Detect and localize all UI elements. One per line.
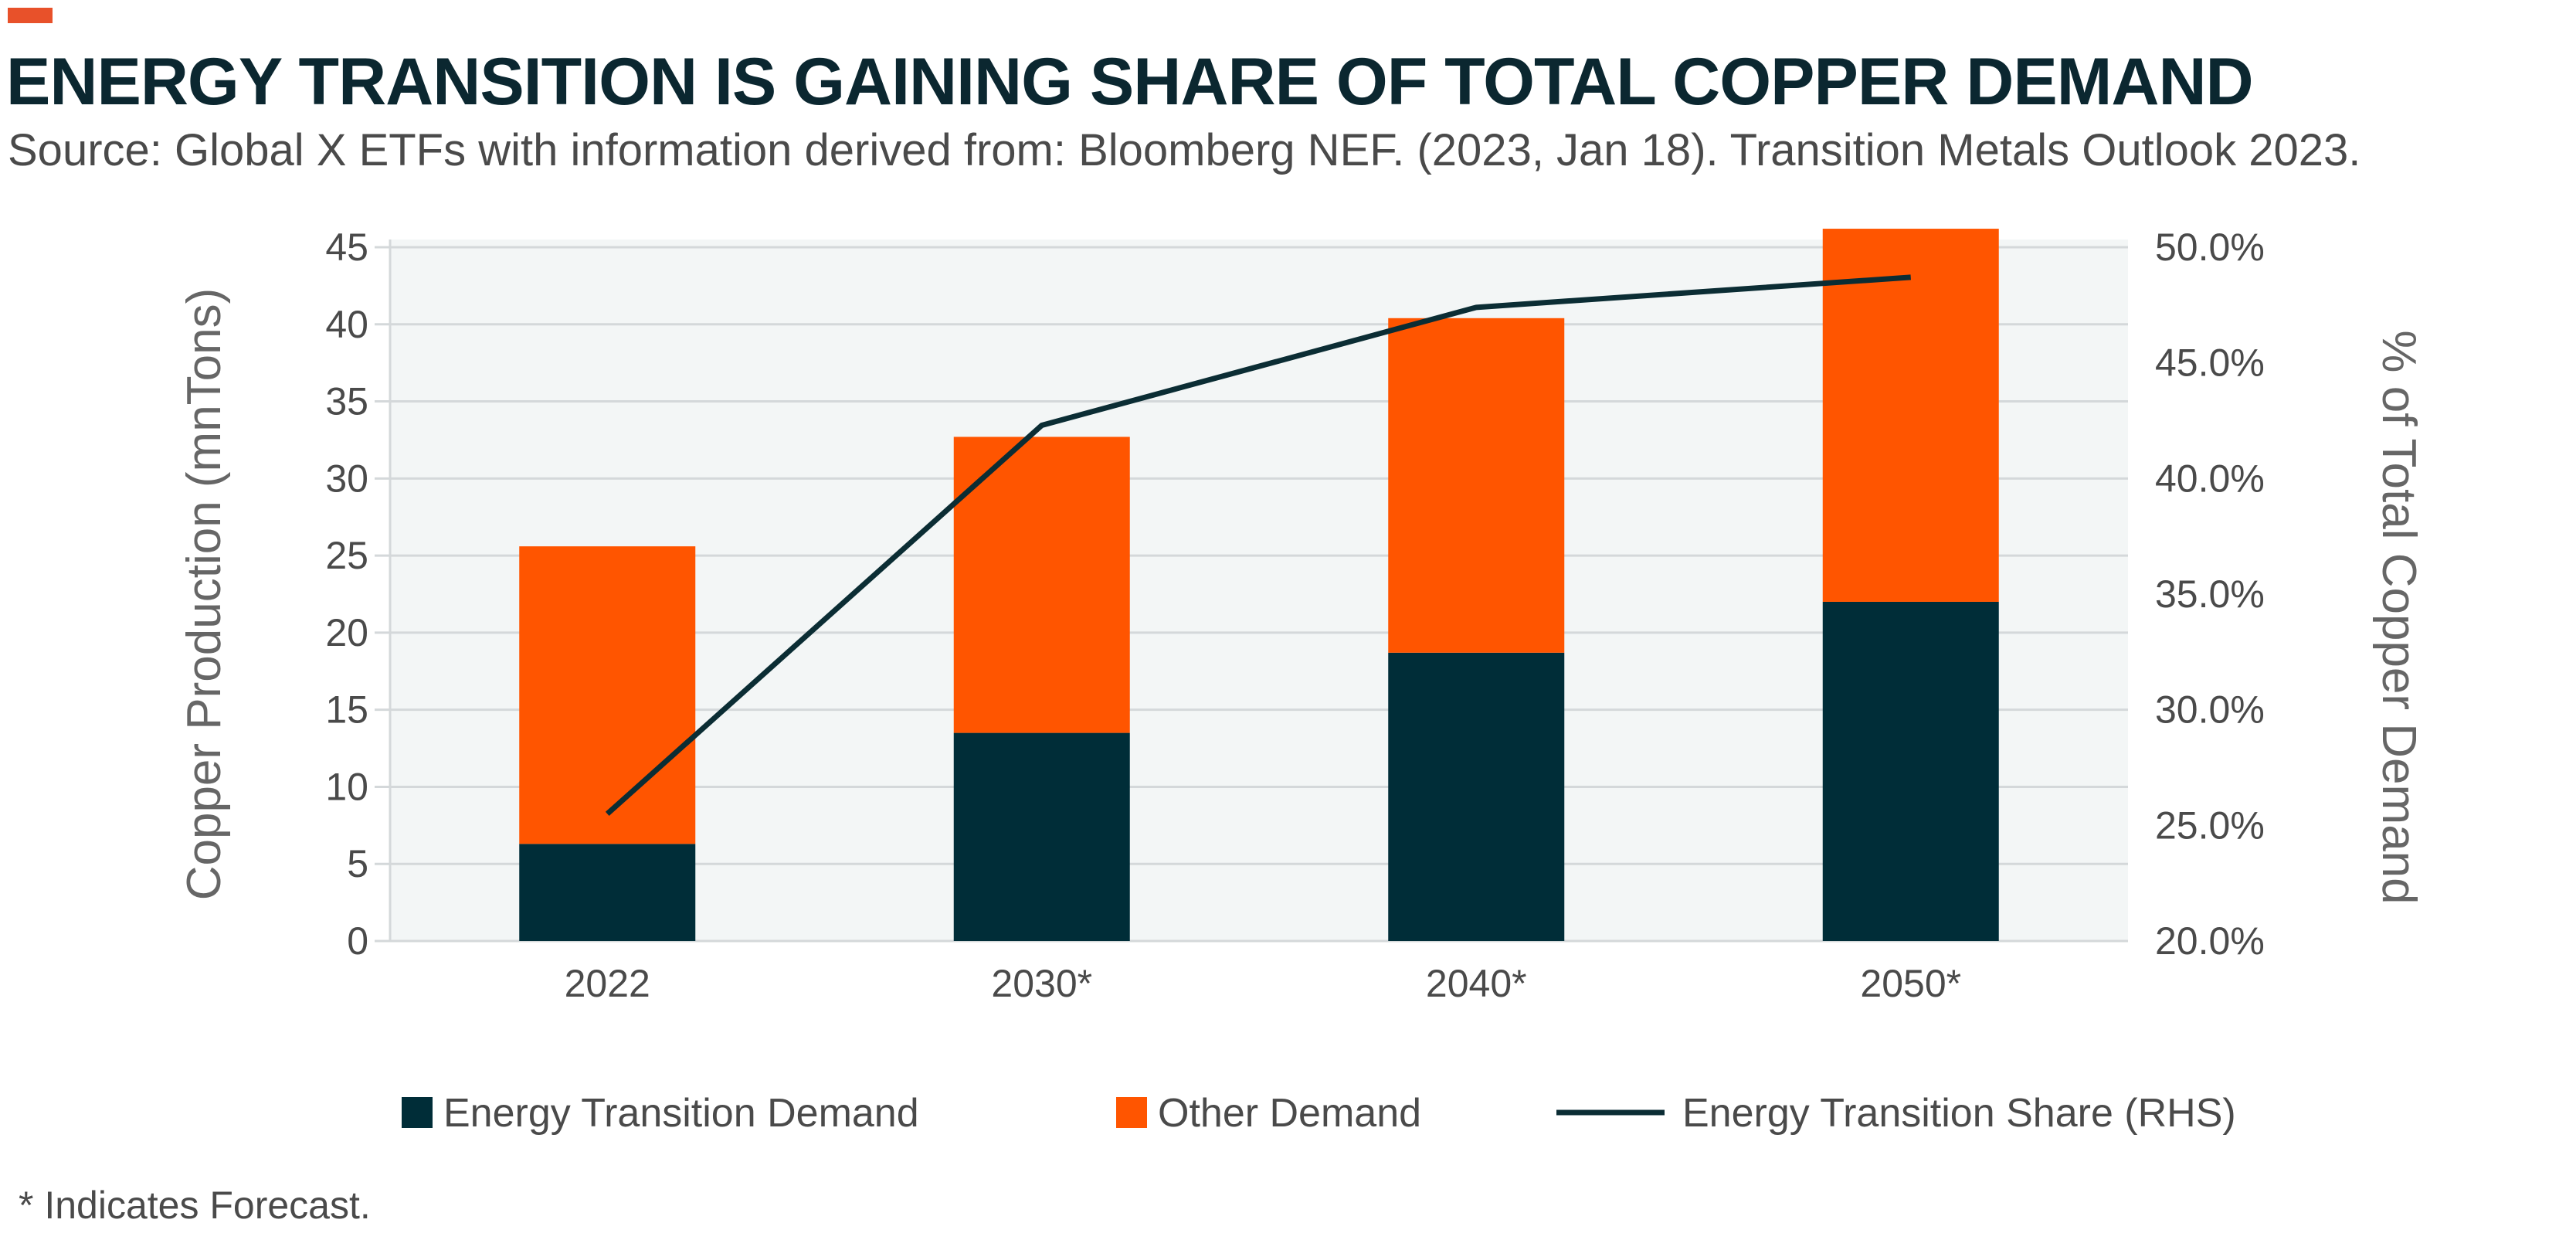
left-tick-label: 30	[325, 457, 368, 500]
x-tick-label: 2040*	[1426, 962, 1527, 1005]
other-demand-bar	[1388, 318, 1565, 653]
forecast-footnote: * Indicates Forecast.	[19, 1184, 371, 1227]
energy-transition-bar	[1388, 652, 1565, 941]
right-tick-label: 35.0%	[2155, 572, 2265, 616]
share-line-group	[605, 274, 1911, 816]
other-demand-bar	[519, 546, 696, 844]
right-tick-label: 40.0%	[2155, 457, 2265, 500]
left-tick-label: 10	[325, 765, 368, 808]
energy-transition-bar	[1822, 601, 1999, 941]
left-axis-ticks: 0 5 10 15 20 25 30 35 40 45	[325, 226, 368, 963]
source-subtitle: Source: Global X ETFs with information d…	[8, 125, 2361, 175]
legend-label: Energy Transition Share (RHS)	[1682, 1091, 2236, 1136]
left-tick-label: 5	[347, 842, 368, 885]
right-axis-label: % of Total Copper Demand	[2372, 330, 2425, 904]
left-tick-label: 45	[325, 226, 368, 269]
page-title: ENERGY TRANSITION IS GAINING SHARE OF TO…	[6, 45, 2254, 119]
left-tick-label: 40	[325, 303, 368, 346]
x-tick-label: 2030*	[991, 962, 1092, 1005]
left-tick-label: 15	[325, 688, 368, 732]
left-tick-label: 20	[325, 611, 368, 654]
energy-transition-share-line	[605, 274, 1911, 816]
x-tick-label: 2050*	[1860, 962, 1961, 1005]
legend-swatch	[1116, 1097, 1147, 1128]
legend: Energy Transition Demand Other Demand Ener…	[402, 1091, 2236, 1136]
right-tick-label: 30.0%	[2155, 688, 2265, 732]
brand-accent-bar	[8, 8, 53, 23]
other-demand-bar	[1822, 229, 1999, 602]
x-tick-label: 2022	[565, 962, 650, 1005]
right-tick-label: 20.0%	[2155, 919, 2265, 963]
energy-transition-bar	[953, 732, 1130, 941]
x-axis-ticks: 2022 2030* 2040* 2050*	[565, 962, 1961, 1005]
right-tick-label: 45.0%	[2155, 341, 2265, 385]
right-tick-label: 25.0%	[2155, 803, 2265, 847]
right-axis-ticks: 20.0% 25.0% 30.0% 35.0% 40.0% 45.0% 50.0%	[2155, 226, 2265, 963]
left-axis-label: Copper Production (mnTons)	[178, 288, 231, 901]
legend-swatch	[402, 1097, 433, 1128]
legend-label: Energy Transition Demand	[443, 1091, 919, 1136]
other-demand-bar	[953, 437, 1130, 733]
left-tick-label: 0	[347, 919, 368, 963]
right-tick-label: 50.0%	[2155, 226, 2265, 269]
energy-transition-bar	[519, 844, 696, 941]
bars-group	[519, 229, 1999, 941]
legend-label: Other Demand	[1158, 1091, 1421, 1136]
left-tick-label: 35	[325, 380, 368, 423]
left-tick-label: 25	[325, 534, 368, 577]
